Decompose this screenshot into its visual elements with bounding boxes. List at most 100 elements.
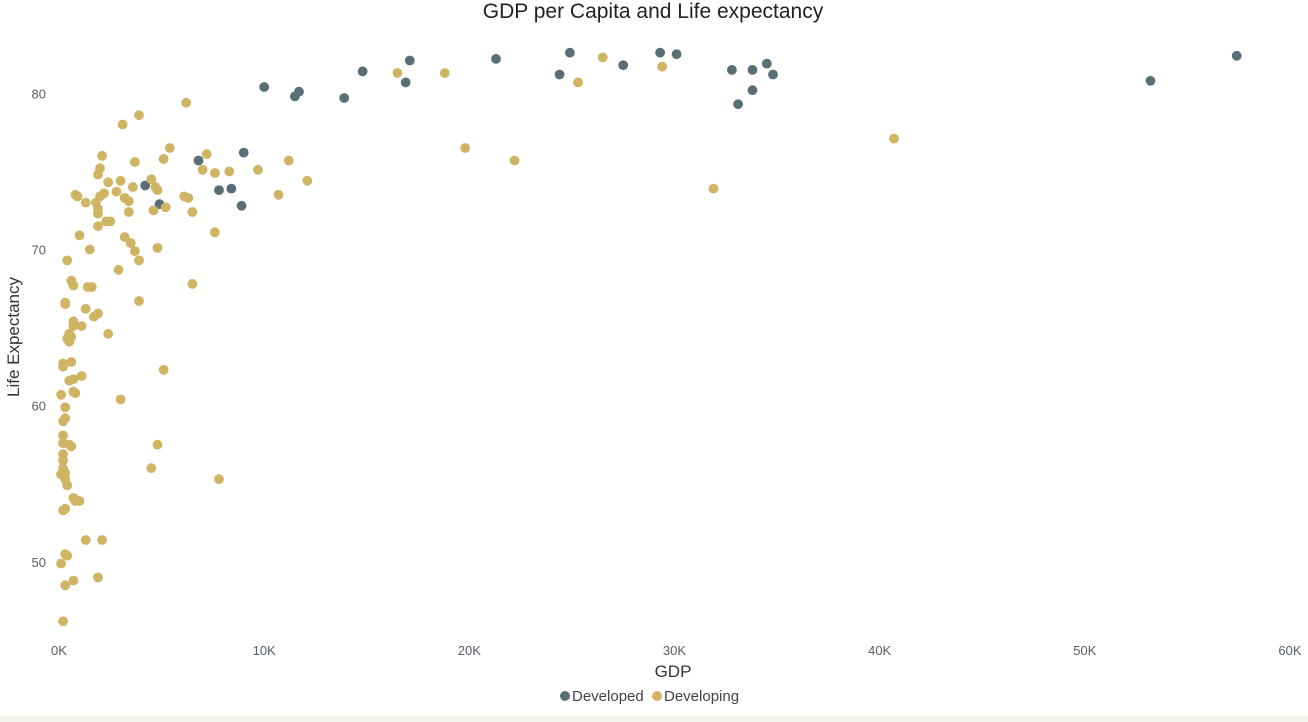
data-point [74, 496, 85, 506]
legend-label: Developing [664, 688, 739, 705]
data-point [160, 202, 171, 213]
data-point [655, 47, 665, 58]
x-tick-label: 30K [663, 643, 686, 658]
data-point [80, 197, 91, 208]
legend-item-developed[interactable]: Developed [560, 688, 644, 705]
data-point [152, 185, 163, 196]
data-point [103, 328, 114, 339]
legend-label: Developed [572, 688, 644, 705]
data-point [56, 558, 66, 569]
data-point [181, 97, 192, 108]
legend-marker [652, 691, 662, 701]
data-point [64, 336, 75, 347]
data-point [733, 99, 743, 110]
data-point [60, 580, 71, 591]
data-point [74, 230, 85, 241]
data-point [58, 416, 68, 427]
data-point [93, 221, 103, 232]
data-point [565, 47, 575, 58]
data-point [761, 58, 772, 69]
data-point [214, 185, 224, 196]
data-point [1145, 75, 1156, 86]
data-point [187, 279, 198, 289]
data-point [439, 68, 450, 78]
data-point [657, 61, 668, 72]
data-point [491, 54, 501, 64]
data-point [152, 243, 163, 253]
data-point [86, 282, 97, 292]
data-point [197, 164, 208, 175]
data-point [768, 69, 778, 80]
data-point [283, 155, 294, 166]
data-point [89, 311, 99, 322]
data-point [727, 65, 737, 75]
data-point [66, 441, 77, 452]
data-point [238, 147, 249, 158]
data-point [573, 77, 583, 88]
data-point [1231, 50, 1242, 61]
data-point [134, 255, 144, 266]
data-point [97, 535, 107, 545]
data-point [339, 93, 350, 103]
data-point [130, 246, 140, 256]
data-point [357, 66, 368, 77]
data-point [123, 207, 134, 217]
data-point [400, 77, 411, 88]
x-tick-label: 40K [868, 643, 891, 658]
y-axis-title: Life Expectancy [4, 276, 23, 397]
data-point [113, 264, 124, 275]
x-axis-title: GDP [655, 662, 692, 681]
data-point [125, 238, 136, 249]
data-point [76, 371, 87, 381]
legend-item-developing[interactable]: Developing [652, 688, 739, 705]
data-point [117, 119, 128, 130]
y-tick-label: 70 [32, 242, 46, 257]
x-tick-label: 20K [458, 643, 481, 658]
data-point [747, 65, 758, 75]
data-point [127, 182, 138, 192]
data-point [597, 52, 608, 63]
data-point [103, 177, 114, 188]
x-tick-label: 10K [253, 643, 276, 658]
data-point [58, 361, 68, 372]
data-point [130, 157, 140, 167]
data-point [111, 186, 122, 197]
series-developing [56, 52, 899, 627]
data-point [62, 480, 73, 491]
data-point [164, 143, 175, 153]
data-point [460, 143, 471, 153]
data-point [509, 155, 520, 166]
data-point [60, 402, 71, 413]
data-point [201, 149, 212, 160]
x-tick-label: 0K [51, 643, 67, 658]
data-point [747, 85, 758, 96]
data-point [210, 227, 220, 238]
data-point [95, 163, 105, 174]
data-point [302, 175, 313, 186]
data-point [58, 455, 68, 466]
data-point [146, 174, 157, 185]
data-point [58, 430, 68, 441]
data-point [62, 255, 73, 266]
data-point [146, 463, 157, 474]
data-point [273, 189, 284, 200]
data-point [253, 164, 263, 175]
data-point [76, 321, 87, 331]
data-point [72, 191, 83, 202]
data-point [210, 168, 220, 178]
data-point [97, 150, 107, 161]
data-point [404, 55, 415, 66]
y-tick-label: 80 [32, 86, 46, 101]
data-point [93, 572, 103, 583]
data-point [115, 394, 126, 405]
data-point [214, 474, 224, 484]
legend-marker [560, 691, 570, 701]
data-point [93, 204, 103, 214]
data-point [68, 280, 79, 291]
data-point [58, 505, 68, 516]
data-point [236, 200, 247, 211]
data-point [148, 205, 159, 216]
bottom-strip [0, 716, 1308, 722]
